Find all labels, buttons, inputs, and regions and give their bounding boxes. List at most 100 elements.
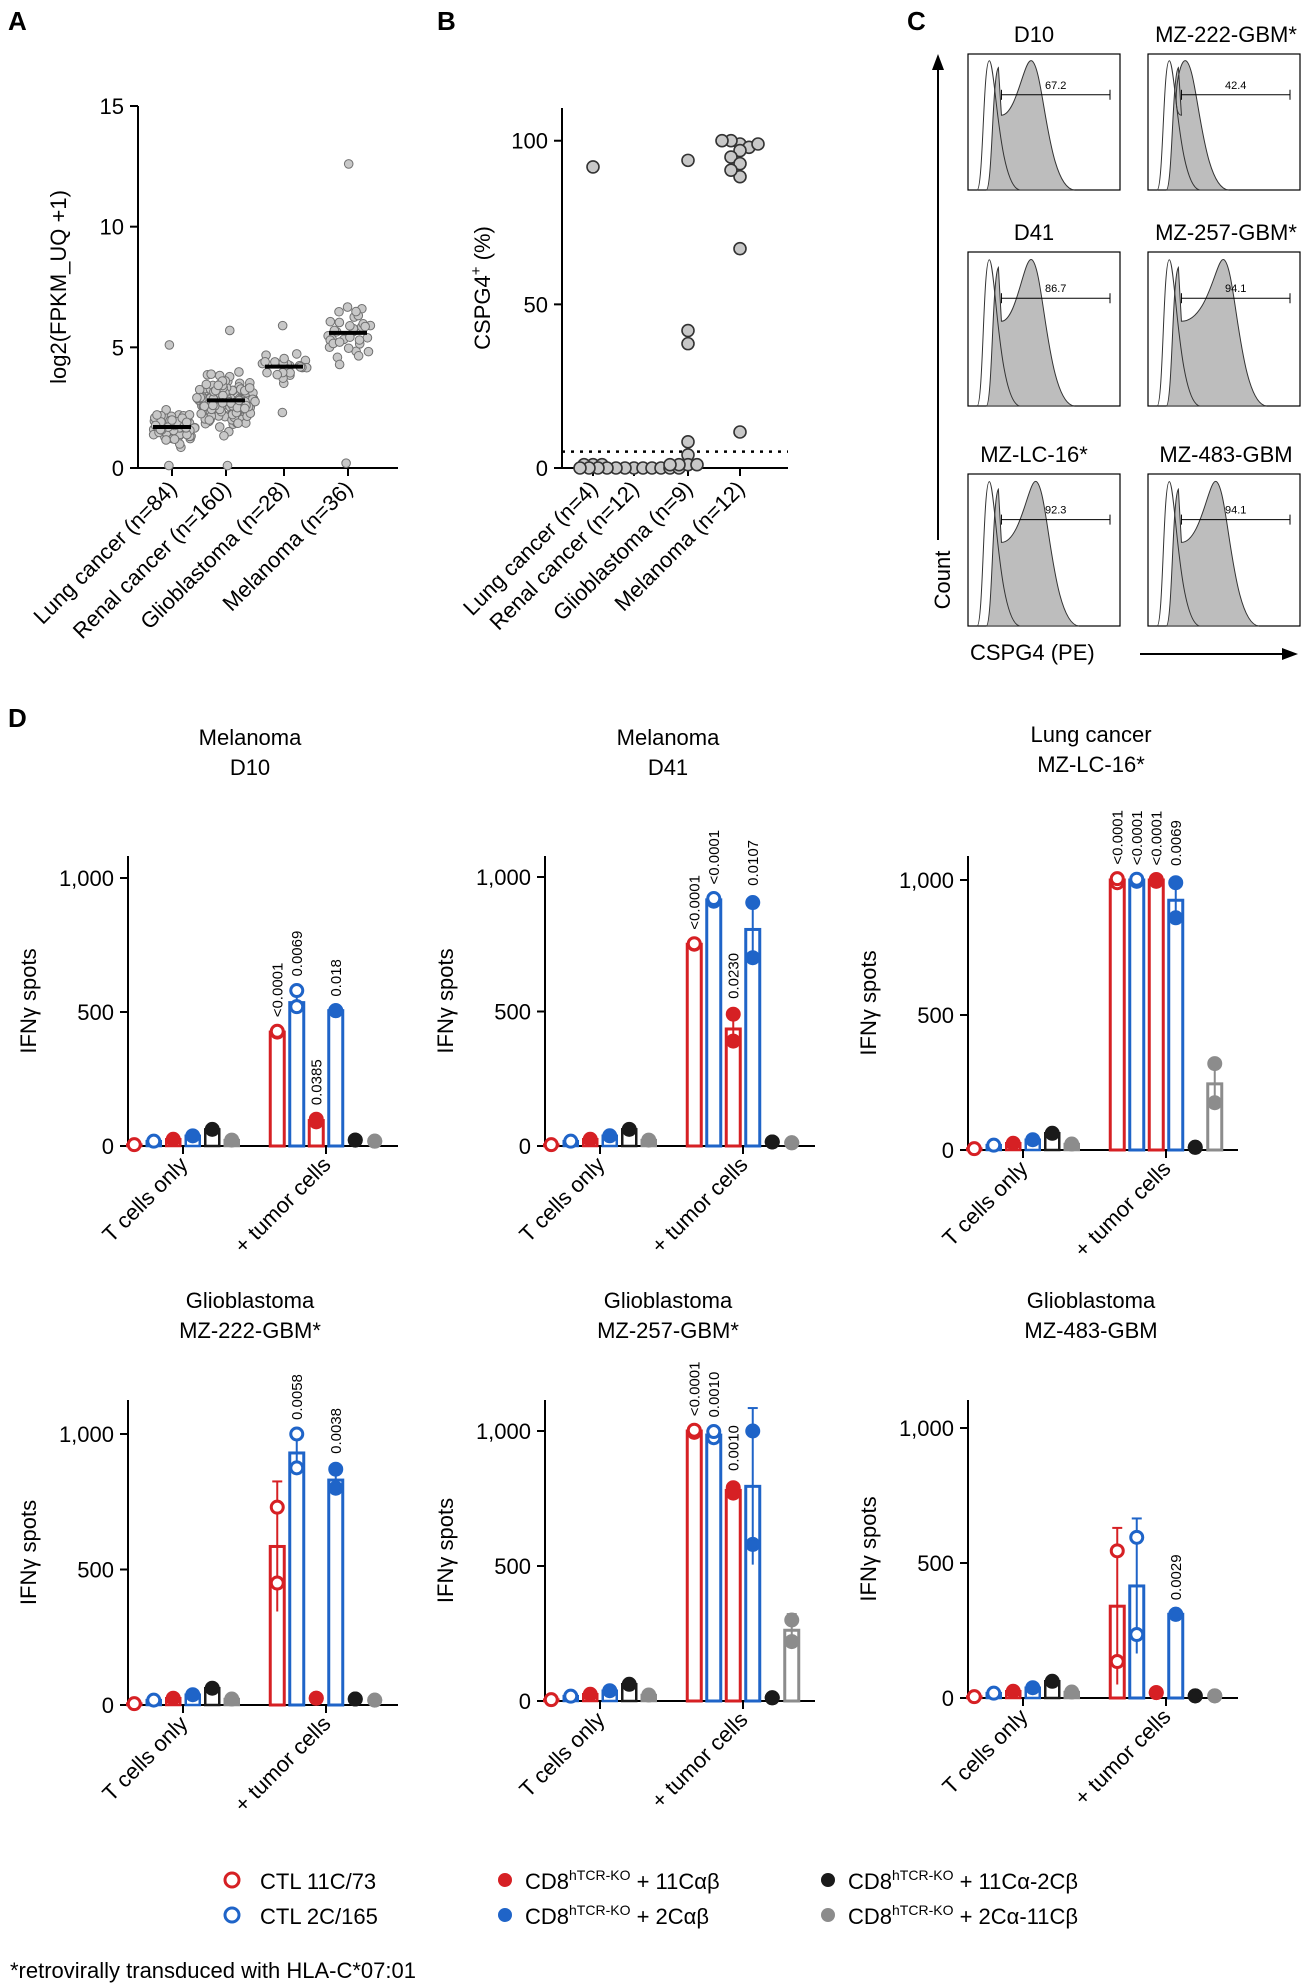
a-data-point: [277, 320, 288, 331]
b-data-point: [681, 323, 695, 338]
d-point-tumor: [308, 1690, 324, 1706]
d-point-tcells: [146, 1692, 162, 1708]
d-bar-tumor: [685, 1429, 703, 1703]
d-point-tumor: [745, 1536, 761, 1552]
d-point-tumor: [725, 1033, 741, 1049]
d-point-tumor: [347, 1691, 363, 1707]
a-data-point: [164, 340, 175, 350]
d-point-tcells: [185, 1128, 201, 1144]
d-point-tumor: [289, 1460, 305, 1476]
c-gate-value: 94.1: [1225, 283, 1246, 295]
d-p-value: 0.0069: [289, 931, 306, 977]
b-data-point: [573, 461, 587, 475]
c-plot-title: MZ-483-GBM: [1159, 442, 1292, 467]
d-panel-title: Melanoma: [617, 725, 720, 750]
d-bar-tumor: [1147, 878, 1165, 1152]
d-panel-subtitle: MZ-222-GBM*: [179, 1318, 321, 1343]
c-pe-arrow-head: [1282, 648, 1298, 660]
d-point-tcells: [1025, 1680, 1041, 1696]
a-data-point: [233, 418, 243, 429]
d-point-tcells: [602, 1683, 618, 1699]
d-bar-tumor: [327, 1478, 345, 1707]
c-plot-title: MZ-222-GBM*: [1155, 22, 1297, 47]
a-y-axis-label: log2(FPKM_UQ +1): [46, 190, 71, 384]
d-point-tcells: [126, 1696, 142, 1712]
a-data-point: [363, 346, 374, 357]
d-point-tcells: [1005, 1683, 1021, 1699]
d-y-axis-label: IFNγ spots: [16, 1500, 41, 1605]
d-y-tick-label: 0: [519, 1134, 531, 1159]
legend-label-ctl-11c73: CTL 11C/73: [260, 1869, 376, 1894]
d-point-tcells: [582, 1686, 598, 1702]
d-point-tumor: [745, 895, 761, 911]
a-data-point: [244, 383, 255, 393]
d-point-tumor: [1129, 871, 1145, 887]
d-bar-tumor: [288, 1001, 306, 1148]
d-point-tumor: [289, 1426, 305, 1442]
c-x-axis-label: CSPG4 (PE): [970, 640, 1095, 665]
d-point-tumor: [1109, 1543, 1125, 1559]
d-bar-tumor: [705, 898, 723, 1148]
d-panel-subtitle: D41: [648, 755, 688, 780]
a-data-point: [342, 302, 353, 312]
d-point-tumor: [1207, 1095, 1223, 1111]
d-point-tcells: [641, 1687, 657, 1703]
d-point-tumor: [308, 1111, 324, 1127]
d-point-tcells: [986, 1685, 1002, 1701]
panel-letter-c: C: [907, 6, 926, 36]
c-histogram-isotype: [976, 259, 1020, 407]
a-data-point: [152, 410, 162, 420]
b-data-point: [715, 133, 729, 148]
b-data-point: [681, 336, 695, 351]
d-p-value: <0.0001: [706, 830, 723, 885]
d-point-tcells: [966, 1689, 982, 1705]
d-point-tumor: [784, 1135, 800, 1151]
d-p-value: 0.0010: [706, 1372, 723, 1418]
a-data-point: [325, 316, 336, 327]
footnote: *retrovirally transduced with HLA-C*07:0…: [10, 1958, 416, 1983]
d-p-value: 0.0385: [308, 1059, 325, 1105]
c-histogram-isotype: [976, 481, 1020, 627]
a-data-point: [161, 404, 171, 415]
a-data-point: [291, 349, 302, 359]
a-data-point: [343, 343, 354, 354]
d-p-value: <0.0001: [1148, 811, 1165, 866]
b-y-tick-label: 0: [536, 456, 548, 481]
c-histogram-stained: [985, 259, 1075, 407]
d-y-tick-label: 500: [917, 1551, 954, 1576]
d-point-tumor: [328, 1461, 344, 1477]
c-count-arrow-head: [932, 54, 944, 70]
d-point-tcells: [1005, 1135, 1021, 1151]
legend-marker-ctl-2c165: [223, 1906, 241, 1924]
a-data-point: [334, 317, 345, 328]
d-point-tumor: [686, 936, 702, 952]
d-point-tumor: [289, 983, 305, 999]
d-point-tumor: [706, 1424, 722, 1440]
legend-label-2cab: CD8hTCR-KO + 2Cαβ: [525, 1902, 709, 1929]
d-y-axis-label: IFNγ spots: [433, 1498, 458, 1603]
c-histogram-isotype: [1156, 481, 1200, 627]
legend-marker-2cab: [498, 1908, 512, 1922]
d-panel-title: Melanoma: [199, 725, 302, 750]
d-x-tick-label: T cells only: [97, 1152, 192, 1247]
d-bar-tumor: [1167, 1612, 1185, 1700]
d-p-value: <0.0001: [269, 963, 286, 1018]
a-data-point: [169, 434, 180, 445]
d-point-tumor: [1148, 871, 1164, 887]
a-data-point: [279, 353, 289, 364]
d-point-tumor: [1129, 1529, 1145, 1545]
d-point-tcells: [966, 1141, 982, 1157]
d-panel-subtitle: MZ-LC-16*: [1037, 752, 1145, 777]
c-plot-title: D41: [1014, 220, 1054, 245]
d-point-tumor: [367, 1692, 383, 1708]
d-point-tcells: [165, 1131, 181, 1147]
d-x-tick-label: + tumor cells: [229, 1152, 335, 1258]
d-panel-subtitle: D10: [230, 755, 270, 780]
d-panel-subtitle: MZ-257-GBM*: [597, 1318, 739, 1343]
d-point-tumor: [1109, 1654, 1125, 1670]
d-y-tick-label: 1,000: [59, 1422, 114, 1447]
b-data-point: [733, 425, 747, 439]
d-point-tcells: [185, 1687, 201, 1703]
d-point-tcells: [582, 1131, 598, 1147]
